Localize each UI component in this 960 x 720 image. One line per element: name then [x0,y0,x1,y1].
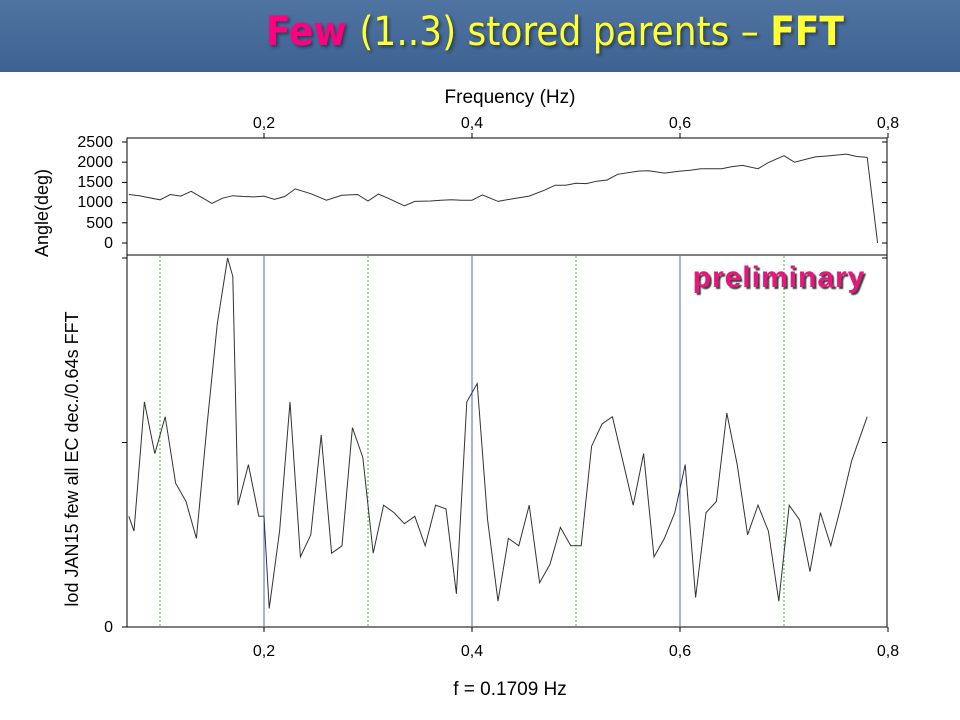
angle-tick-label-500: 500 [86,215,113,232]
top-x-axis-label: Frequency (Hz) [445,87,576,108]
top-tick-label-04: 0,4 [461,115,483,132]
angle-tick-label-1500: 1500 [77,174,113,191]
angle-tick-label-0: 0 [104,235,113,252]
bottom-tick-label-04: 0,4 [461,643,483,660]
angle-tick-label-2000: 2000 [77,154,113,171]
angle-tick-label-2500: 2500 [77,134,113,151]
bottom-tick-label-02: 0,2 [253,643,275,660]
top-tick-label-06: 0,6 [669,115,691,132]
bottom-tick-label-08: 0,8 [877,643,899,660]
angle-series-drop-line [866,157,879,244]
preliminary-label: preliminary [693,261,866,294]
bottom-x-axis-label: f = 0.1709 Hz [453,679,567,700]
bottom-panel-frame [126,254,888,628]
fft-y-tick-label-0: 0 [104,619,113,636]
angle-y-axis-label: Angle(deg) [32,169,52,257]
fft-series-line [128,257,868,609]
slide-title: Few (1..3) stored parents – FFT [0,6,960,58]
bottom-tick-label-06: 0,6 [669,643,691,660]
title-middle: stored parents – [456,9,771,55]
top-tick-label-08: 0,8 [877,115,899,132]
title-few: Few [266,9,347,55]
angle-tick-label-1000: 1000 [77,194,113,211]
top-tick-label-02: 0,2 [253,115,275,132]
title-bar: Few (1..3) stored parents – FFT [0,0,960,72]
title-fft: FFT [770,9,844,55]
angle-series-line [128,153,868,207]
title-range: (1..3) [359,9,457,55]
fft-y-axis-label: lod JAN15 few all EC dec./0.64s FFT [62,311,82,606]
